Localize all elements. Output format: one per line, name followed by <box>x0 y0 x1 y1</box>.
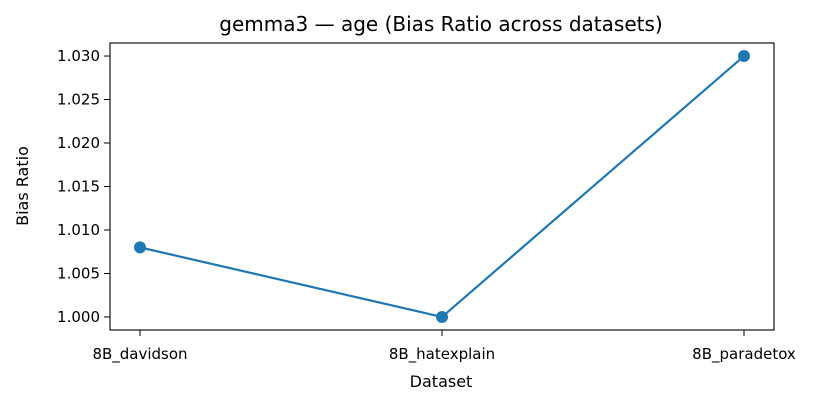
y-tick-label: 1.015 <box>57 178 100 196</box>
data-point <box>436 310 448 323</box>
chart-title: gemma3 — age (Bias Ratio across datasets… <box>219 12 662 36</box>
y-tick-label: 1.005 <box>57 264 100 282</box>
y-tick-label: 1.000 <box>57 308 100 326</box>
data-point <box>134 241 146 254</box>
x-tick-label: 8B_davidson <box>92 345 187 364</box>
x-tick-label: 8B_paradetox <box>692 345 796 364</box>
y-tick-label: 1.025 <box>57 91 100 109</box>
series-line <box>139 55 745 319</box>
plot-frame <box>109 42 775 331</box>
data-point <box>738 50 750 63</box>
x-axis-label: Dataset <box>410 372 473 391</box>
x-tick-label: 8B_hatexplain <box>389 345 495 364</box>
y-axis-label: Bias Ratio <box>13 146 32 226</box>
y-tick-label: 1.030 <box>57 47 100 65</box>
plot-area: 1.000 1.005 1.010 1.015 1.020 1.025 1.030 8B_da… <box>57 42 796 364</box>
y-tick-label: 1.020 <box>57 134 100 152</box>
y-tick-label: 1.010 <box>57 221 100 239</box>
